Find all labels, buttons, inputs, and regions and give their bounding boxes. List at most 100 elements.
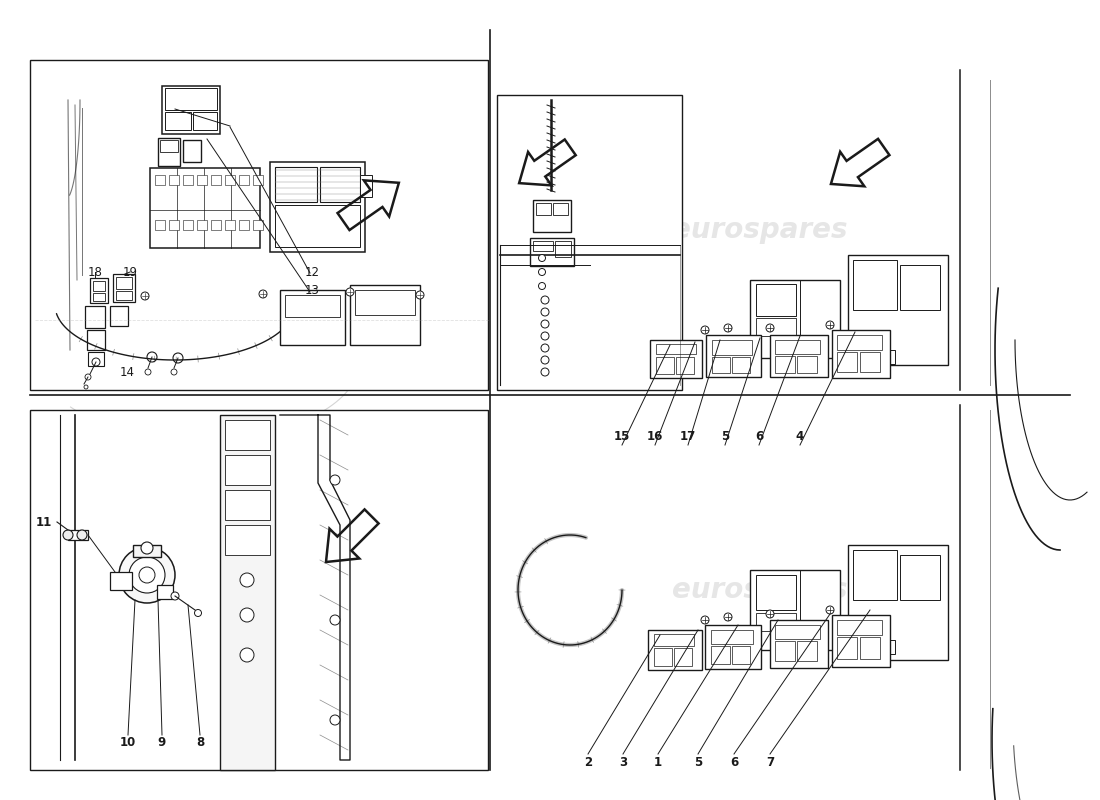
Circle shape	[826, 606, 834, 614]
Text: 7: 7	[766, 755, 774, 769]
Bar	[706, 335, 761, 377]
Bar	[160, 140, 178, 152]
Text: 15: 15	[614, 430, 630, 443]
Bar	[712, 340, 752, 355]
Circle shape	[141, 292, 149, 300]
Bar	[845, 350, 895, 364]
Bar	[30, 60, 488, 390]
Bar	[837, 335, 882, 350]
Bar	[860, 637, 880, 659]
Text: 5: 5	[720, 430, 729, 443]
Bar	[756, 613, 796, 631]
Bar	[837, 637, 857, 659]
Bar	[110, 572, 132, 590]
Text: 2: 2	[584, 755, 592, 769]
Text: 14: 14	[120, 366, 134, 379]
Circle shape	[77, 530, 87, 540]
Text: 4: 4	[796, 430, 804, 443]
Bar	[169, 175, 179, 185]
Bar	[90, 278, 108, 303]
Text: eurospares: eurospares	[122, 576, 298, 604]
Bar	[239, 175, 249, 185]
Bar	[30, 410, 488, 770]
Bar	[837, 620, 882, 635]
Circle shape	[541, 296, 549, 304]
Circle shape	[724, 613, 732, 621]
Circle shape	[330, 715, 340, 725]
Circle shape	[141, 542, 153, 554]
Bar	[110, 306, 128, 326]
Bar	[536, 203, 551, 215]
Bar	[832, 330, 890, 378]
Bar	[226, 420, 270, 450]
Bar	[285, 295, 340, 317]
Bar	[674, 648, 692, 666]
Circle shape	[330, 475, 340, 485]
Bar	[711, 646, 730, 664]
Circle shape	[416, 291, 424, 299]
Bar	[226, 525, 270, 555]
Circle shape	[63, 530, 73, 540]
Text: 1: 1	[653, 755, 662, 769]
Bar	[165, 112, 191, 130]
Bar	[197, 175, 207, 185]
Bar	[355, 290, 415, 315]
Bar	[556, 241, 571, 257]
Bar	[183, 175, 192, 185]
Bar	[253, 220, 263, 230]
Bar	[183, 140, 201, 162]
Circle shape	[701, 616, 710, 624]
Bar	[732, 357, 750, 373]
Circle shape	[129, 557, 165, 593]
Bar	[88, 352, 104, 366]
Bar	[770, 335, 828, 377]
Text: 16: 16	[647, 430, 663, 443]
Circle shape	[539, 254, 546, 262]
Circle shape	[84, 385, 88, 389]
Circle shape	[145, 369, 151, 375]
Bar	[776, 340, 820, 354]
Circle shape	[541, 356, 549, 364]
Circle shape	[541, 332, 549, 340]
Bar	[852, 550, 896, 600]
Circle shape	[539, 269, 546, 275]
Text: 10: 10	[120, 735, 136, 749]
Circle shape	[139, 567, 155, 583]
Text: 8: 8	[196, 735, 205, 749]
Circle shape	[541, 368, 549, 376]
Bar	[776, 356, 795, 373]
Circle shape	[240, 608, 254, 622]
Bar	[133, 545, 161, 557]
Bar	[197, 220, 207, 230]
Bar	[852, 260, 896, 310]
Bar	[239, 220, 249, 230]
Bar	[226, 455, 270, 485]
Bar	[837, 352, 857, 372]
Circle shape	[346, 288, 354, 296]
Bar	[654, 634, 694, 646]
Text: 11: 11	[36, 515, 52, 529]
Bar	[900, 265, 940, 310]
Bar	[705, 625, 761, 669]
Bar	[798, 641, 817, 661]
Bar	[162, 86, 220, 134]
Bar	[756, 318, 796, 336]
Circle shape	[826, 321, 834, 329]
Text: 13: 13	[305, 285, 319, 298]
Bar	[900, 555, 940, 600]
Bar	[732, 646, 750, 664]
Circle shape	[766, 610, 774, 618]
Circle shape	[724, 324, 732, 332]
Bar	[776, 641, 795, 661]
Bar	[360, 175, 372, 197]
Circle shape	[766, 324, 774, 332]
Bar	[68, 530, 88, 540]
Circle shape	[170, 369, 177, 375]
Bar	[848, 255, 948, 365]
Text: eurospares: eurospares	[672, 576, 848, 604]
Text: 3: 3	[619, 755, 627, 769]
Bar	[192, 112, 217, 130]
Bar	[350, 285, 420, 345]
Bar	[94, 281, 104, 291]
Text: 12: 12	[305, 266, 319, 278]
